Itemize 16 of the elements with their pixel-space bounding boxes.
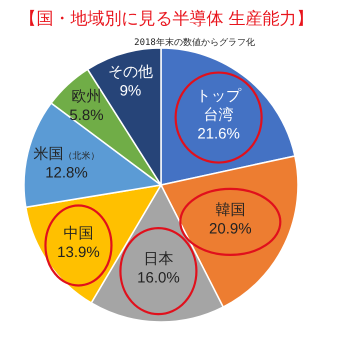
data-label: 21.6% <box>197 126 240 143</box>
data-label: 13.9% <box>57 244 100 261</box>
data-label: 20.9% <box>209 220 252 238</box>
slice-label: 米国（北米） <box>33 145 100 162</box>
chart-title: 【国・地域別に見る半導体 生産能力】 <box>20 9 314 28</box>
data-label: 9% <box>120 82 142 100</box>
slice-label: その他 <box>108 63 153 80</box>
slice-label: トップ台湾 <box>196 88 242 124</box>
chart-subtitle: 2018年末の数値からグラフ化 <box>134 37 255 48</box>
data-label: 5.8% <box>69 107 104 124</box>
slice-label: 韓国 <box>215 201 246 218</box>
data-label: 16.0% <box>137 270 180 287</box>
data-label: 12.8% <box>45 164 88 182</box>
slice-label: 日本 <box>143 250 174 268</box>
slice-label: 中国 <box>63 224 94 242</box>
slice-label: 欧州 <box>71 88 102 106</box>
